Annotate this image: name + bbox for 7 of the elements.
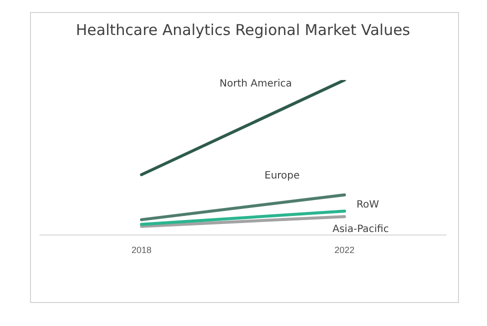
series-label: Asia-Pacific [332,224,389,236]
x-tick-label: 2022 [334,245,355,256]
series-label: North America [220,78,292,90]
series-label: RoW [356,200,380,211]
chart-title: Healthcare Analytics Regional Market Values [76,20,410,39]
series-label: Europe [264,170,300,182]
x-tick-label: 2018 [131,245,152,256]
